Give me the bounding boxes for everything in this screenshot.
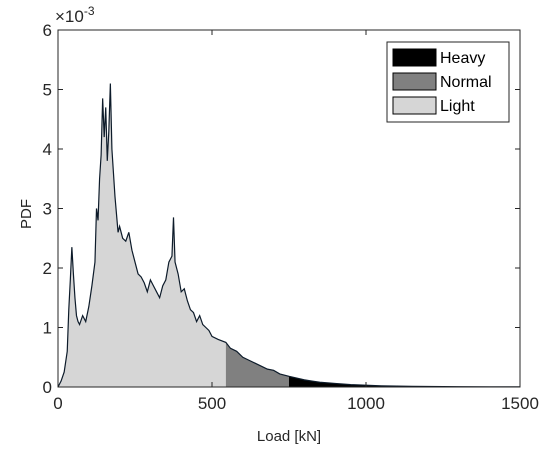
pdf-curve-layer — [57, 83, 521, 388]
legend-label-normal: Normal — [440, 74, 492, 91]
y-tick-label: 3 — [43, 200, 52, 219]
y-tick-label: 4 — [43, 140, 52, 159]
region-heavy — [289, 376, 520, 387]
y-tick-label: 1 — [43, 319, 52, 338]
legend-swatch-light — [392, 96, 437, 115]
y-tick-label: 6 — [43, 21, 52, 40]
x-tick-label: 500 — [198, 394, 226, 413]
y-scale-base: ×10 — [55, 7, 84, 26]
x-tick-label: 0 — [53, 394, 62, 413]
y-tick-label: 5 — [43, 81, 52, 100]
x-axis-label: Load [kN] — [257, 428, 321, 445]
x-tick-label: 1500 — [501, 394, 539, 413]
legend-swatch-normal — [392, 72, 437, 91]
legend-label-heavy: Heavy — [440, 50, 485, 67]
pdf-curve — [57, 83, 521, 388]
y-tick-label: 0 — [43, 378, 52, 397]
x-tick-label: 1000 — [347, 394, 385, 413]
legend: Heavy Normal Light — [386, 41, 510, 123]
tick-marks — [57, 29, 521, 388]
y-axis-label: PDF — [18, 199, 35, 229]
tick-labels: 0 500 1000 1500 0 1 2 3 4 5 6 — [43, 21, 539, 413]
legend-label-light: Light — [440, 98, 475, 115]
y-tick-label: 2 — [43, 259, 52, 278]
legend-swatch-heavy — [392, 48, 437, 67]
y-scale-multiplier: ×10-3 — [55, 4, 95, 26]
y-scale-exponent: -3 — [84, 4, 95, 18]
region-light — [58, 83, 226, 388]
